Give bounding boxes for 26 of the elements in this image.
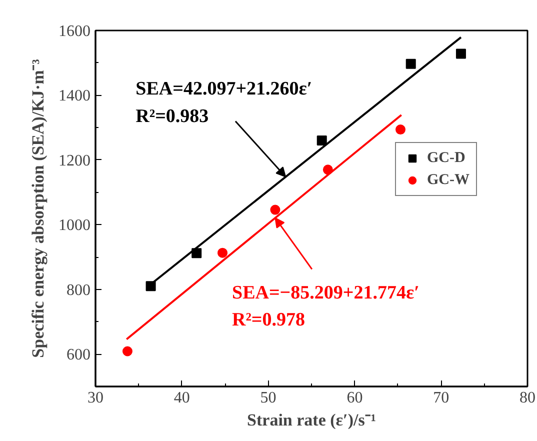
- y-tick-label: 1200: [58, 152, 90, 170]
- y-axis-title: Specific energy absorption (SEA)/KJ·m⁻³: [28, 59, 48, 358]
- x-tick-label: 70: [433, 390, 450, 406]
- x-tick-label: 50: [260, 390, 276, 406]
- point: [395, 124, 406, 135]
- point: [316, 136, 327, 146]
- point: [122, 346, 132, 356]
- point: [270, 204, 280, 215]
- y-tick-label: 600: [66, 346, 90, 364]
- point: [218, 248, 228, 258]
- annotation: SEA=42.097+21.260ε′ R²=0.983: [136, 78, 312, 127]
- legend-label: GC-W: [427, 172, 470, 188]
- x-axis-title: Strain rate (ε′)/s⁻¹: [247, 410, 376, 430]
- point: [406, 58, 416, 69]
- annotation: SEA=−85.209+21.774ε′ R²=0.978: [232, 282, 420, 331]
- legend-label: GC-D: [427, 150, 466, 166]
- point: [456, 48, 466, 59]
- x-tick-label: 30: [88, 390, 104, 406]
- point: [146, 281, 156, 292]
- x-tick-label: 80: [520, 390, 536, 406]
- y-tick-label: 800: [66, 282, 90, 299]
- x-tick-label: 40: [174, 390, 190, 406]
- y-tick-label: 1600: [58, 23, 90, 40]
- x-tick-label: 60: [346, 390, 363, 406]
- y-tick-label: 1400: [58, 88, 90, 105]
- y-tick-label: 1000: [58, 217, 90, 234]
